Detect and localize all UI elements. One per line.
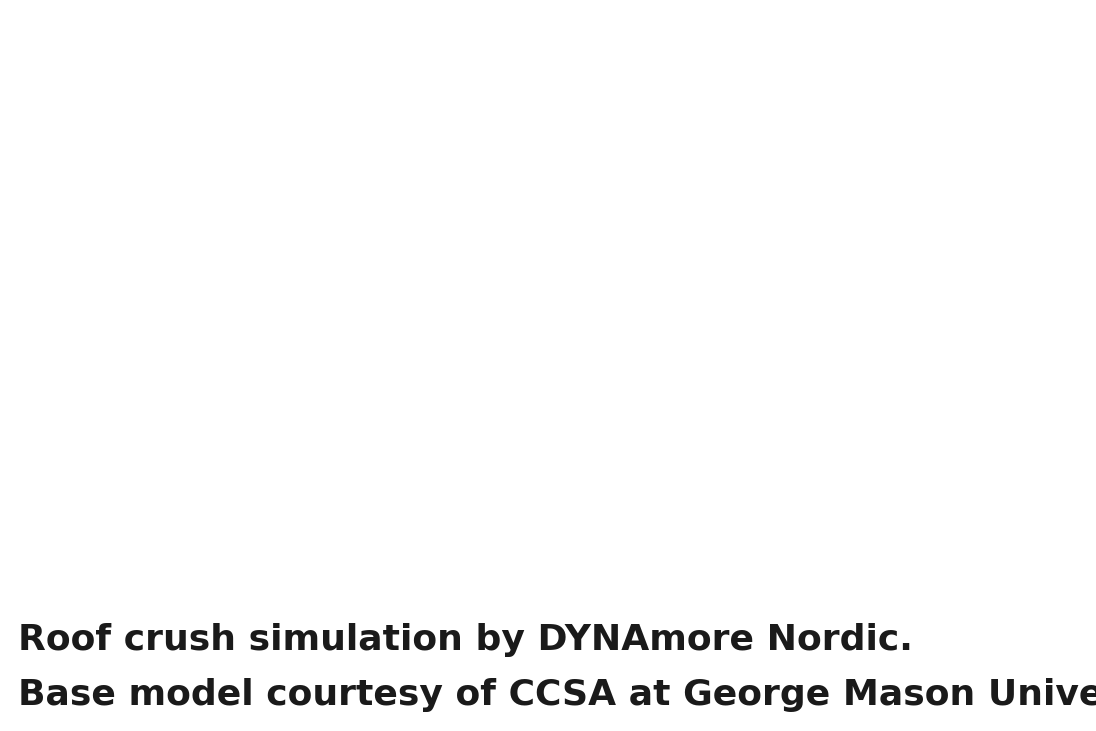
Text: Base model courtesy of CCSA at George Mason University.: Base model courtesy of CCSA at George Ma… <box>18 678 1096 712</box>
Text: Roof crush simulation by DYNAmore Nordic.: Roof crush simulation by DYNAmore Nordic… <box>18 623 913 657</box>
